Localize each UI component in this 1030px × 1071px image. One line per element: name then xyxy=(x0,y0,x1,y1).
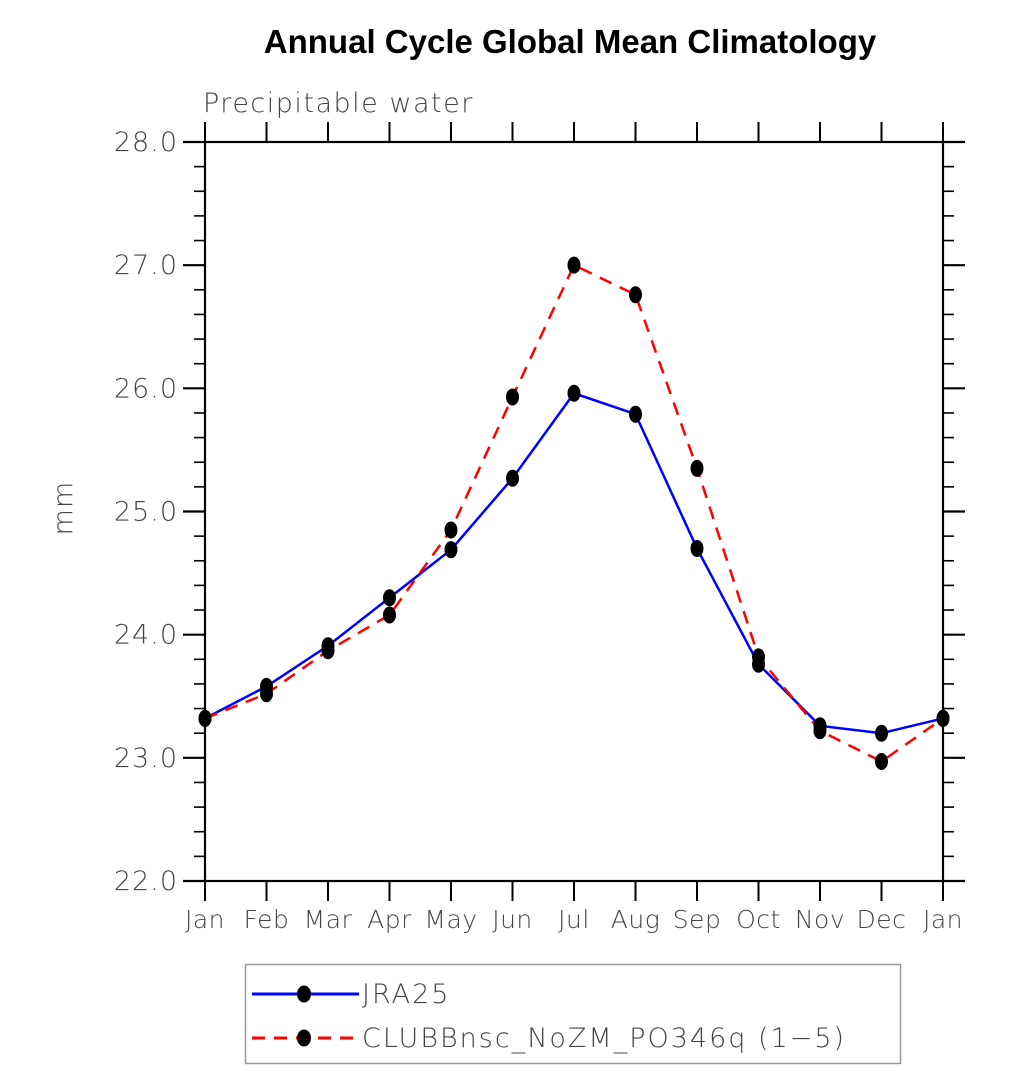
data-point-marker xyxy=(567,256,581,274)
y-tick-label: 27.0 xyxy=(114,250,178,281)
plot-area: 22.0 23.0 24.0 25.0 26.0 27.0 28.0 Jan Feb Mar Apr… xyxy=(114,122,965,1065)
data-point-marker xyxy=(506,469,519,487)
x-tick-label: Jan xyxy=(923,905,963,934)
y-tick-label: 22.0 xyxy=(114,866,178,897)
series-line-clubb xyxy=(204,263,944,763)
data-point-marker xyxy=(444,541,458,559)
data-point-marker xyxy=(383,606,396,624)
data-point-marker xyxy=(567,384,581,402)
legend-label: JRA25 xyxy=(362,979,450,1010)
series-line-jra25 xyxy=(204,391,944,735)
legend-marker xyxy=(297,1029,311,1047)
data-point-marker xyxy=(875,724,888,742)
x-tick-label: Aug xyxy=(611,905,660,934)
data-point-marker xyxy=(383,589,396,607)
data-point-marker xyxy=(752,648,765,666)
y-tick-label: 28.0 xyxy=(114,127,178,158)
data-point-marker xyxy=(936,709,950,727)
x-tick-label: Jul xyxy=(558,905,590,934)
chart-subtitle: Precipitable water xyxy=(203,88,474,119)
x-tick-label: Oct xyxy=(736,905,781,934)
legend-label: CLUBBnsc_NoZM_PO346q (1−5) xyxy=(362,1023,846,1054)
data-point-marker xyxy=(506,388,519,406)
chart-title: Annual Cycle Global Mean Climatology xyxy=(264,23,877,60)
data-point-marker xyxy=(629,286,642,304)
data-point-marker xyxy=(260,685,273,703)
data-point-marker xyxy=(690,459,704,477)
x-tick-label: Apr xyxy=(367,905,412,934)
x-tick-label: Jun xyxy=(492,905,533,934)
plot-frame xyxy=(203,140,945,883)
data-point-marker xyxy=(813,722,827,740)
data-point-marker xyxy=(690,539,704,557)
x-tick-label: Sep xyxy=(673,905,722,934)
x-tick-label: Dec xyxy=(857,905,907,934)
data-point-marker xyxy=(444,521,458,539)
data-point-marker xyxy=(321,642,335,660)
y-tick-label: 25.0 xyxy=(114,497,178,528)
y-axis-label: mm xyxy=(48,481,79,536)
y-tick-label: 24.0 xyxy=(114,620,178,651)
x-tick-label: Nov xyxy=(795,905,845,934)
data-point-marker xyxy=(875,753,888,771)
x-tick-label: Mar xyxy=(304,905,353,934)
data-point-marker xyxy=(198,709,212,727)
data-point-marker xyxy=(629,405,642,423)
x-tick-label: Feb xyxy=(244,905,290,934)
x-tick-label: Jan xyxy=(185,905,225,934)
legend-marker xyxy=(297,985,311,1003)
x-tick-label: May xyxy=(424,905,477,934)
y-tick-label: 26.0 xyxy=(114,373,178,404)
legend-box xyxy=(244,963,902,1065)
y-tick-label: 23.0 xyxy=(114,743,178,774)
